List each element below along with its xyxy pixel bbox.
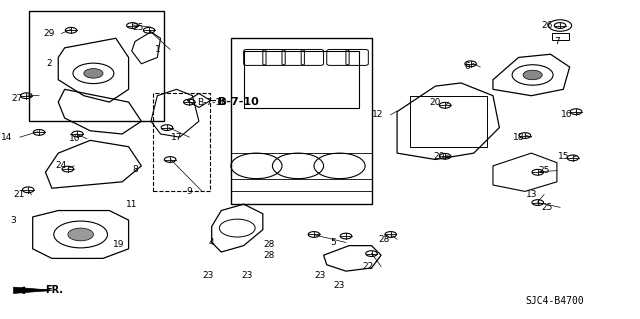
- Text: 24: 24: [56, 161, 67, 170]
- Text: 20: 20: [433, 152, 444, 161]
- Bar: [552, 33, 569, 40]
- Text: 19: 19: [113, 240, 125, 249]
- Bar: [410, 96, 486, 147]
- Text: 21: 21: [13, 190, 24, 199]
- Text: 22: 22: [363, 262, 374, 271]
- Circle shape: [523, 70, 542, 80]
- Text: 15: 15: [557, 152, 569, 161]
- Text: FR.: FR.: [45, 285, 63, 295]
- Text: 28: 28: [264, 240, 275, 249]
- Bar: [153, 93, 211, 191]
- Text: 25: 25: [541, 203, 553, 212]
- Text: 9: 9: [186, 187, 192, 196]
- Bar: [29, 11, 164, 121]
- Bar: [244, 51, 359, 108]
- Text: 25: 25: [132, 23, 144, 32]
- Text: 7: 7: [554, 37, 560, 46]
- Text: 23: 23: [203, 271, 214, 280]
- Text: 13: 13: [525, 190, 537, 199]
- Text: 27: 27: [11, 94, 22, 103]
- Text: 6: 6: [465, 63, 470, 71]
- Text: 14: 14: [1, 133, 13, 142]
- Text: 23: 23: [241, 271, 253, 280]
- Text: 16: 16: [561, 110, 572, 119]
- Text: 23: 23: [315, 271, 326, 280]
- Circle shape: [68, 228, 93, 241]
- Text: 2: 2: [46, 59, 51, 68]
- Text: 12: 12: [372, 110, 383, 119]
- Text: 20: 20: [429, 98, 441, 107]
- Text: 23: 23: [334, 281, 345, 290]
- Text: 1: 1: [154, 45, 160, 54]
- Text: 17: 17: [171, 133, 182, 142]
- Text: 29: 29: [43, 29, 54, 38]
- Text: 5: 5: [330, 238, 336, 247]
- Text: 8: 8: [132, 165, 138, 174]
- Text: 28: 28: [379, 235, 390, 244]
- Text: 10: 10: [68, 134, 80, 143]
- Circle shape: [84, 69, 103, 78]
- Text: 26: 26: [541, 21, 553, 30]
- Text: 3: 3: [11, 216, 17, 225]
- Text: 28: 28: [264, 251, 275, 260]
- Text: 11: 11: [126, 200, 138, 209]
- Text: B-7-10: B-7-10: [218, 97, 259, 107]
- Text: 25: 25: [538, 166, 550, 175]
- Text: B-7-10: B-7-10: [196, 98, 227, 107]
- Bar: [231, 38, 371, 204]
- Text: SJC4-B4700: SJC4-B4700: [525, 296, 584, 307]
- Text: 18: 18: [513, 133, 524, 142]
- Polygon shape: [13, 287, 52, 293]
- Text: 4: 4: [209, 238, 214, 247]
